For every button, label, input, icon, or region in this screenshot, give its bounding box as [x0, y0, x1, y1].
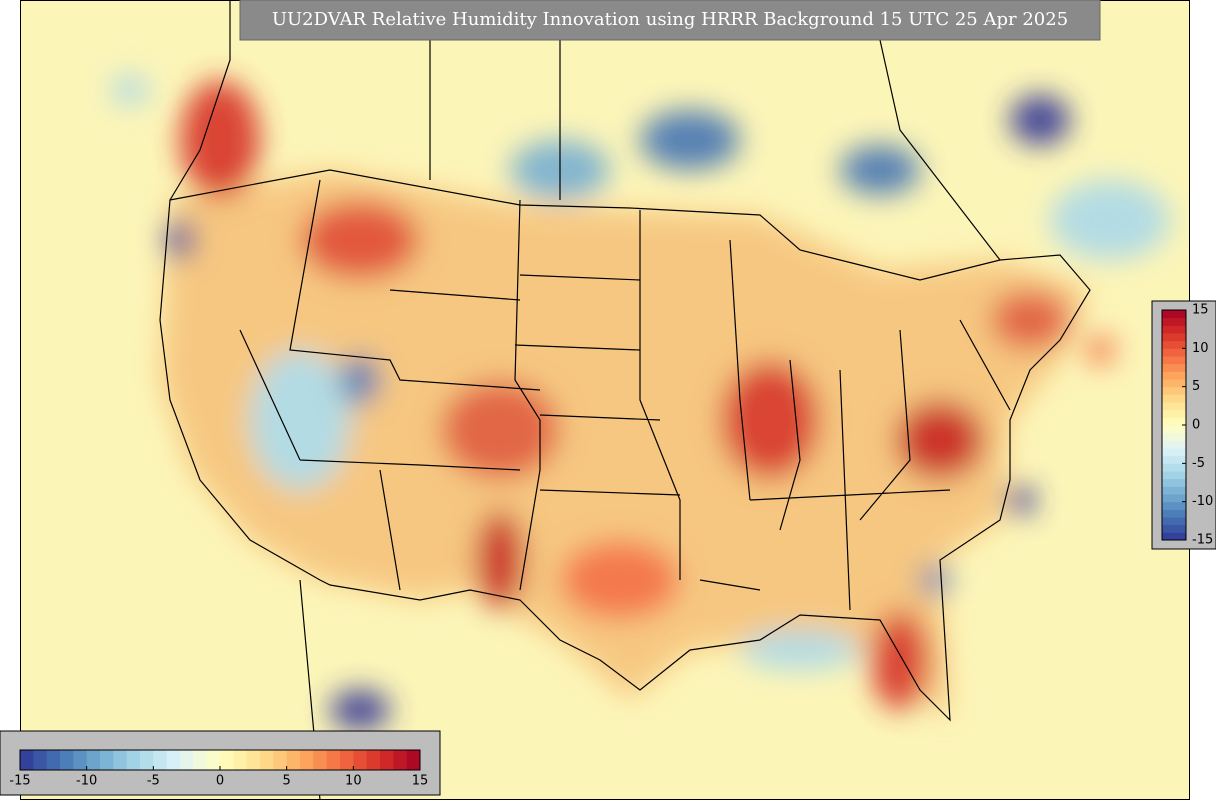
- colorbar-swatch: [180, 750, 194, 770]
- colorbar-swatch: [60, 750, 74, 770]
- colorbar-swatch: [380, 750, 394, 770]
- colorbar-swatch: [1162, 356, 1186, 365]
- colorbar-tick-label: 15: [412, 774, 429, 789]
- colorbar-tick-label: 15: [1192, 303, 1209, 318]
- colorbar-tick-label: -10: [76, 774, 97, 789]
- colorbar-swatch: [233, 750, 248, 770]
- colorbar-swatch: [313, 750, 328, 770]
- colorbar-tick-label: 0: [216, 774, 224, 789]
- colorbar-swatch: [1162, 325, 1186, 334]
- colorbar-swatch: [273, 750, 288, 770]
- colorbar-swatch: [20, 750, 34, 770]
- colorbar-swatch: [166, 750, 181, 770]
- colorbar-swatch: [246, 750, 261, 770]
- colorbar-swatch: [300, 750, 314, 770]
- colorbar-tick-label: -15: [1192, 533, 1213, 548]
- colorbar-tick-label: 5: [283, 774, 291, 789]
- colorbar-swatch: [1162, 440, 1186, 449]
- colorbar-swatch: [1162, 363, 1186, 372]
- colorbar-swatch: [1162, 379, 1186, 388]
- colorbar-swatch: [1162, 509, 1186, 518]
- title: UU2DVAR Relative Humidity Innovation usi…: [272, 9, 1068, 30]
- colorbar-swatch: [406, 750, 421, 770]
- colorbar-swatch: [1162, 409, 1186, 418]
- colorbar-swatch: [1162, 317, 1186, 326]
- colorbar-swatch: [33, 750, 48, 770]
- colorbar-swatch: [393, 750, 408, 770]
- boundaries: [159, 0, 1091, 800]
- colorbar-swatch: [1162, 402, 1186, 411]
- colorbar-swatch: [1162, 333, 1186, 342]
- colorbar-tick-label: 10: [345, 774, 362, 789]
- colorbar-tick-label: -5: [1192, 456, 1205, 471]
- colorbar-swatch: [126, 750, 141, 770]
- colorbar-swatch: [1162, 448, 1186, 457]
- colorbar-swatch: [1162, 524, 1186, 533]
- colorbar-swatch: [1162, 471, 1186, 480]
- colorbar-swatch: [1162, 432, 1186, 441]
- colorbar-tick-label: 10: [1192, 341, 1209, 356]
- colorbar-swatch: [1162, 478, 1186, 487]
- colorbar-swatch: [206, 750, 221, 770]
- colorbar-swatch: [260, 750, 274, 770]
- colorbar-swatch: [113, 750, 128, 770]
- colorbar-swatch: [1162, 340, 1186, 349]
- title-box: [239, 0, 1101, 41]
- colorbar-swatch: [326, 750, 341, 770]
- colorbar-swatch: [1162, 417, 1186, 426]
- colorbar-swatch: [100, 750, 114, 770]
- colorbar-swatch: [220, 750, 234, 770]
- colorbar-swatch: [153, 750, 168, 770]
- colorbar-tick-label: 0: [1192, 418, 1200, 433]
- colorbar-swatch: [1162, 455, 1186, 464]
- colorbar-tick-label: -10: [1192, 494, 1213, 509]
- colorbar-swatch: [1162, 348, 1186, 357]
- colorbar-swatch: [1162, 394, 1186, 403]
- colorbar-swatch: [286, 750, 301, 770]
- colorbar-swatch: [1162, 425, 1186, 434]
- colorbar-swatch: [1162, 501, 1186, 510]
- colorbar-swatch: [1162, 532, 1186, 541]
- colorbar-swatch: [193, 750, 208, 770]
- colorbar-swatch: [46, 750, 61, 770]
- colorbar-swatch: [1162, 310, 1186, 319]
- colorbar-swatch: [1162, 386, 1186, 395]
- colorbar-swatch: [140, 750, 154, 770]
- colorbar-swatch: [1162, 494, 1186, 503]
- colorbar-tick-label: 5: [1192, 379, 1200, 394]
- colorbar-swatch: [366, 750, 381, 770]
- colorbar-swatch: [1162, 371, 1186, 380]
- colorbar-swatch: [1162, 463, 1186, 472]
- map-field: [20, 0, 1190, 800]
- colorbar-swatch: [340, 750, 354, 770]
- colorbar-swatch: [1162, 486, 1186, 495]
- colorbar-swatch: [73, 750, 88, 770]
- colorbar-swatch: [86, 750, 101, 770]
- colorbar-tick-label: -5: [147, 774, 160, 789]
- colorbar-swatch: [1162, 517, 1186, 526]
- colorbar-tick-label: -15: [9, 774, 30, 789]
- colorbar-swatch: [353, 750, 368, 770]
